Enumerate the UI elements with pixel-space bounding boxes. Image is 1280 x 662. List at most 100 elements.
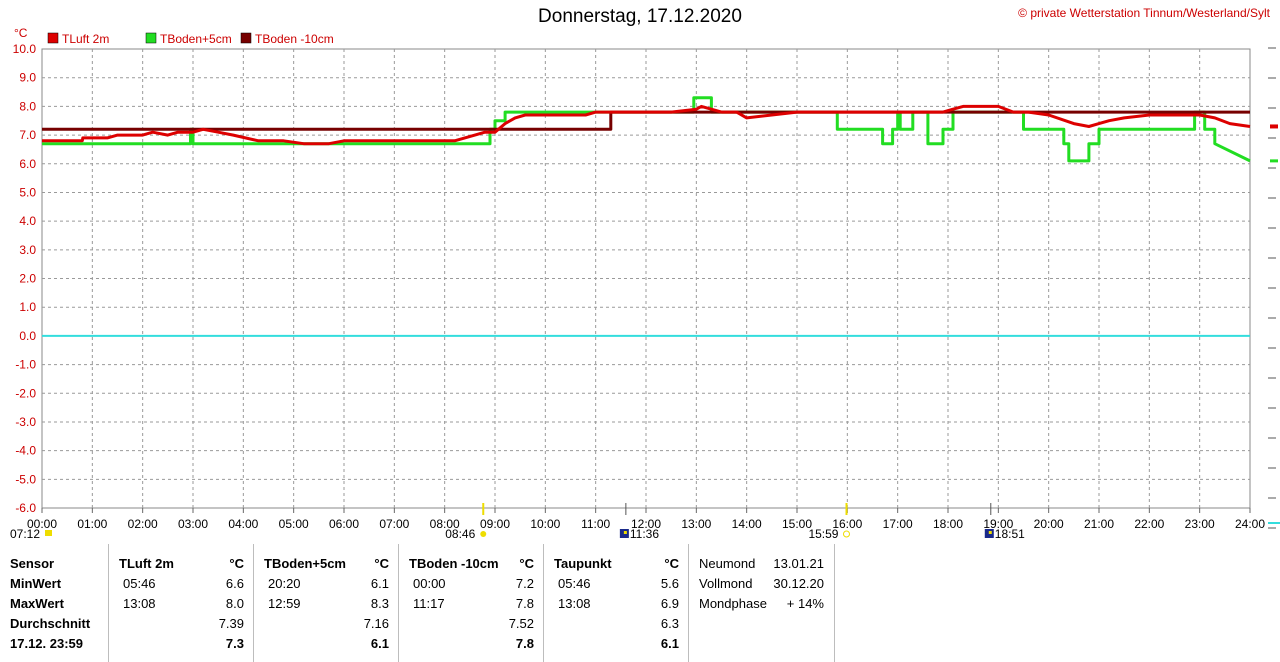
x-tick-label: 12:00 — [631, 517, 661, 531]
x-tick-label: 06:00 — [329, 517, 359, 531]
stats-tboden10-min-val: 7.2 — [515, 576, 534, 591]
x-tick-label: 07:00 — [379, 517, 409, 531]
x-tick-label: 15:00 — [782, 517, 812, 531]
x-tick-label: 17:00 — [883, 517, 913, 531]
copyright-text: private Wetterstation Tinnum/Westerland/… — [1030, 6, 1270, 20]
x-tick-label: 24:00 — [1235, 517, 1265, 531]
stats-row-avg: Durchschnitt — [10, 616, 91, 631]
stats-col-tboden10: TBoden -10cm °C 00:00 7.2 11:17 7.8 7.52 7.… — [398, 544, 544, 662]
x-tick-label: 09:00 — [480, 517, 510, 531]
x-tick-label: 19:00 — [983, 517, 1013, 531]
copyright-notice: © private Wetterstation Tinnum/Westerlan… — [1018, 6, 1270, 20]
stats-tluft-max-val: 8.0 — [225, 596, 244, 611]
moon-phase-label: Mondphase — [699, 596, 767, 611]
y-tick-label: 10.0 — [13, 42, 37, 56]
y-tick-label: 8.0 — [19, 99, 36, 113]
stats-tboden10-avg: 7.52 — [508, 616, 534, 631]
y-tick-label: -1.0 — [15, 358, 36, 372]
stats-tboden10-header: TBoden -10cm — [409, 556, 499, 571]
stats-tluft-current: 7.3 — [225, 636, 244, 651]
y-tick-label: -4.0 — [15, 444, 36, 458]
x-tick-label: 00:00 — [27, 517, 57, 531]
y-tick-label: 0.0 — [19, 329, 36, 343]
x-tick-label: 22:00 — [1134, 517, 1164, 531]
y-tick-label: -6.0 — [15, 501, 36, 515]
stats-tluft-min-val: 6.6 — [225, 576, 244, 591]
stats-tboden10-unit: °C — [519, 556, 534, 571]
x-tick-label: 01:00 — [77, 517, 107, 531]
stats-tluft-header: TLuft 2m — [119, 556, 174, 571]
stats-col-sensor: Sensor MinWert MaxWert Durchschnitt 17.1… — [0, 544, 108, 662]
stats-tluft-max-time: 13:08 — [123, 596, 156, 611]
y-tick-label: -5.0 — [15, 472, 36, 486]
y-tick-label: 9.0 — [19, 71, 36, 85]
stats-tboden5-min-val: 6.1 — [370, 576, 389, 591]
moonrise-time: 07:12 — [10, 527, 40, 541]
stats-col-tluft: TLuft 2m °C 05:46 6.6 13:08 8.0 7.39 7.3 — [108, 544, 254, 662]
y-tick-label: 1.0 — [19, 300, 36, 314]
statistics-table: Sensor MinWert MaxWert Durchschnitt 17.1… — [0, 544, 840, 662]
stats-col-taupunkt: Taupunkt °C 05:46 5.6 13:08 6.9 6.3 6.1 — [543, 544, 689, 662]
page-title: Donnerstag, 17.12.2020 — [538, 6, 742, 27]
stats-col-moon: Neumond 13.01.21 Vollmond 30.12.20 Mondpha… — [688, 544, 835, 662]
stats-tboden5-max-time: 12:59 — [268, 596, 301, 611]
stats-col-tboden5: TBoden+5cm °C 20:20 6.1 12:59 8.3 7.16 6.1 — [253, 544, 399, 662]
stats-tboden5-max-val: 8.3 — [370, 596, 389, 611]
x-tick-label: 16:00 — [832, 517, 862, 531]
moon-vollmond-label: Vollmond — [699, 576, 753, 591]
solar-noon-time: 11:36 — [630, 527, 659, 541]
x-tick-label: 02:00 — [128, 517, 158, 531]
legend-swatch-3 — [240, 32, 252, 44]
sunrise-time: 08:46 — [445, 527, 475, 541]
stats-tluft-min-time: 05:46 — [123, 576, 156, 591]
moonset-icon-glint — [988, 531, 992, 534]
current-marker-tluft — [1270, 124, 1278, 129]
y-tick-label: 4.0 — [19, 214, 36, 228]
sunset-icon — [842, 530, 850, 538]
moon-neumond-label: Neumond — [699, 556, 756, 571]
moon-phase-value: + 14% — [786, 596, 824, 611]
legend-swatch-2 — [145, 32, 157, 44]
stats-row-current: 17.12. 23:59 — [10, 636, 84, 651]
temperature-chart: 10.0 9.0 8.0 7.0 6.0 5.0 4.0 3.0 2.0 1.0 0.0 -1.0 -2… — [10, 26, 1280, 541]
x-tick-label: 23:00 — [1185, 517, 1215, 531]
x-tick-label: 05:00 — [279, 517, 309, 531]
stats-header-sensor: Sensor — [10, 556, 55, 571]
moon-phase-icon-glint — [623, 531, 627, 534]
y-tick-label: 5.0 — [19, 185, 36, 199]
stats-tboden10-max-val: 7.8 — [515, 596, 534, 611]
stats-taupunkt-avg: 6.3 — [660, 616, 679, 631]
stats-tboden10-current: 7.8 — [515, 636, 534, 651]
moonrise-icon — [45, 530, 52, 536]
x-tick-label: 18:00 — [933, 517, 963, 531]
x-tick-label: 14:00 — [732, 517, 762, 531]
legend-swatch-1 — [47, 32, 59, 44]
y-axis-unit: °C — [14, 26, 28, 40]
current-marker-tboden5 — [1270, 159, 1278, 163]
stats-tboden5-min-time: 20:20 — [268, 576, 301, 591]
y-tick-label: 2.0 — [19, 272, 36, 286]
x-tick-label: 10:00 — [530, 517, 560, 531]
stats-taupunkt-max-time: 13:08 — [558, 596, 591, 611]
y-tick-label: 6.0 — [19, 157, 36, 171]
moon-vollmond-date: 30.12.20 — [773, 576, 824, 591]
sunrise-icon — [480, 531, 487, 537]
legend-label-2: TBoden+5cm — [160, 32, 232, 46]
y-tick-label: 7.0 — [19, 128, 36, 142]
y-tick-label: -2.0 — [15, 386, 36, 400]
x-tick-label: 08:00 — [430, 517, 460, 531]
moon-neumond-date: 13.01.21 — [773, 556, 824, 571]
stats-taupunkt-current: 6.1 — [660, 636, 679, 651]
stats-tboden5-unit: °C — [374, 556, 389, 571]
stats-taupunkt-unit: °C — [664, 556, 679, 571]
x-tick-label: 13:00 — [681, 517, 711, 531]
x-tick-label: 03:00 — [178, 517, 208, 531]
legend-label-1: TLuft 2m — [62, 32, 109, 46]
series-line-1 — [42, 104, 1251, 146]
stats-tboden5-header: TBoden+5cm — [264, 556, 346, 571]
stats-tboden10-max-time: 11:17 — [413, 596, 445, 611]
x-tick-label: 20:00 — [1034, 517, 1064, 531]
x-tick-label: 11:00 — [581, 517, 610, 531]
x-tick-label: 04:00 — [228, 517, 258, 531]
copyright-symbol: © — [1018, 6, 1027, 20]
